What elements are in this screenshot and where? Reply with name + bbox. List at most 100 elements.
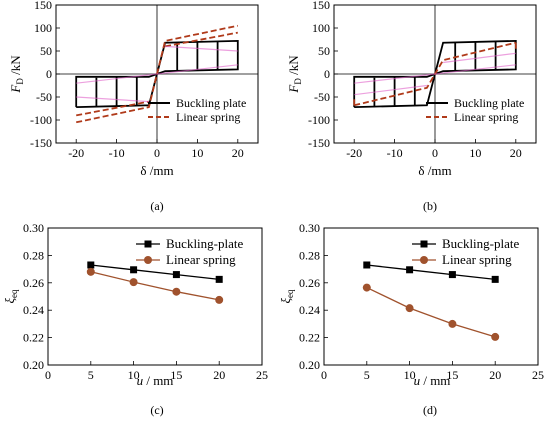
data-point — [363, 261, 371, 269]
x-tick-label: 15 — [446, 368, 458, 382]
series-buckling-plate — [75, 39, 239, 108]
y-tick-label: 0.20 — [23, 358, 44, 372]
series-line — [443, 52, 516, 64]
legend-label: Linear spring — [442, 252, 512, 267]
data-point — [87, 261, 95, 269]
y-tick-label: -50 — [36, 90, 52, 104]
y-tick-label: 0.28 — [23, 248, 44, 262]
series-line — [90, 264, 220, 281]
data-point — [491, 275, 499, 283]
data-point — [86, 267, 95, 276]
x-tick-label: 15 — [170, 368, 182, 382]
series-line — [165, 45, 238, 52]
series-line — [366, 287, 496, 338]
y-axis-label: FD /kN — [286, 55, 303, 94]
y-axis-label-main: F — [8, 84, 23, 94]
x-tick-label: 10 — [469, 146, 481, 160]
x-axis-label: δ /mm — [140, 163, 173, 178]
data-point — [448, 319, 457, 328]
series-line — [75, 39, 239, 108]
y-axis-label-main: ξ — [278, 298, 293, 304]
series-linear-spring — [362, 283, 500, 341]
x-axis-label: δ /mm — [418, 163, 451, 178]
y-tick-label: 0.22 — [299, 331, 320, 345]
series-line — [354, 84, 427, 96]
x-tick-label: 20 — [232, 146, 244, 160]
x-tick-label: 20 — [489, 368, 501, 382]
data-point — [129, 278, 138, 287]
x-tick-label: -20 — [346, 146, 362, 160]
series-line — [366, 264, 496, 281]
y-tick-label: -50 — [314, 90, 330, 104]
legend-label: Buckling-plate — [166, 236, 243, 251]
legend-swatch-marker — [144, 256, 152, 264]
legend-swatch-marker — [420, 256, 428, 264]
series-line — [76, 64, 238, 84]
y-axis-label: ξeq — [2, 289, 19, 304]
x-tick-label: 20 — [213, 368, 225, 382]
y-axis-label-sub: D — [293, 78, 303, 85]
x-tick-label: 20 — [510, 146, 522, 160]
y-tick-label: 0.28 — [299, 248, 320, 262]
y-tick-label: -150 — [30, 136, 52, 150]
y-tick-label: -150 — [308, 136, 330, 150]
x-tick-label: 10 — [191, 146, 203, 160]
x-axis-label-unit: / mm — [420, 373, 450, 388]
y-axis-label: FD /kN — [8, 55, 25, 94]
y-tick-label: 0 — [324, 67, 330, 81]
data-point — [448, 271, 456, 279]
legend-label: Linear spring — [176, 110, 240, 124]
x-axis-label-main: u — [414, 373, 421, 388]
legend-label: Linear spring — [454, 110, 518, 124]
legend-swatch-marker — [144, 240, 152, 248]
series-line — [76, 96, 149, 103]
y-tick-label: 150 — [312, 0, 330, 12]
x-tick-label: -10 — [109, 146, 125, 160]
series-buckling-plate — [363, 261, 499, 283]
series-line — [353, 39, 517, 108]
data-point — [491, 332, 500, 341]
x-tick-label: -10 — [387, 146, 403, 160]
series-line — [354, 64, 516, 84]
y-axis-label-sub: eq — [285, 289, 295, 298]
y-tick-label: 0.24 — [23, 303, 44, 317]
y-tick-label: 150 — [34, 0, 52, 12]
plot-frame — [323, 227, 539, 366]
x-tick-label: -20 — [68, 146, 84, 160]
x-axis-label-unit: / mm — [143, 373, 173, 388]
y-tick-label: 0.20 — [299, 358, 320, 372]
y-axis-label-unit: /kN — [8, 55, 23, 78]
x-tick-label: 10 — [128, 368, 140, 382]
y-tick-label: 0.30 — [23, 221, 44, 235]
panel-label: (d) — [423, 403, 437, 417]
y-tick-label: 50 — [318, 44, 330, 58]
x-tick-label: 0 — [321, 368, 327, 382]
series-line — [90, 271, 220, 301]
y-tick-label: 0.30 — [299, 221, 320, 235]
series-line — [164, 31, 238, 48]
y-axis-label-main: F — [286, 84, 301, 94]
data-point — [215, 275, 223, 283]
plot-frame — [47, 227, 263, 366]
data-point — [406, 266, 414, 274]
y-tick-label: -100 — [308, 113, 330, 127]
legend-label: Buckling plate — [176, 96, 246, 110]
series-line — [76, 100, 150, 117]
x-tick-label: 25 — [532, 368, 544, 382]
data-point — [215, 295, 224, 304]
x-axis-label: u / mm — [414, 373, 451, 388]
panel-label: (c) — [150, 403, 163, 417]
legend-label: Buckling-plate — [442, 236, 519, 251]
y-tick-label: 0.26 — [299, 276, 320, 290]
data-point — [172, 271, 180, 279]
y-tick-label: 0.22 — [23, 331, 44, 345]
data-point — [362, 283, 371, 292]
x-tick-label: 10 — [404, 368, 416, 382]
data-point — [172, 287, 181, 296]
x-axis-label: u / mm — [137, 373, 174, 388]
y-tick-label: 50 — [40, 44, 52, 58]
